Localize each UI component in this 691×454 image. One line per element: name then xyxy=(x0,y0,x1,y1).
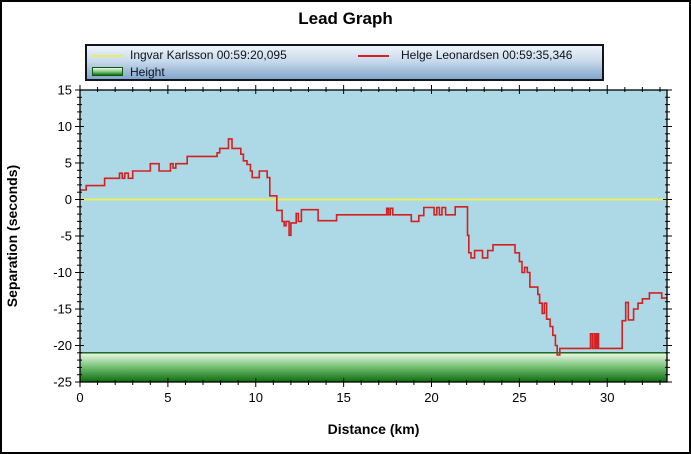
svg-text:0: 0 xyxy=(76,390,83,405)
svg-text:-10: -10 xyxy=(53,265,72,280)
svg-text:10: 10 xyxy=(58,119,72,134)
height-band-swatch xyxy=(92,67,123,76)
height-band xyxy=(80,352,667,382)
svg-text:15: 15 xyxy=(58,83,72,98)
svg-text:-5: -5 xyxy=(60,229,72,244)
legend-label-leonardsen: Helge Leonardsen 00:59:35,346 xyxy=(401,48,573,62)
svg-text:10: 10 xyxy=(249,390,263,405)
leonardsen-step-line xyxy=(80,138,667,356)
svg-text:30: 30 xyxy=(600,390,614,405)
svg-text:-25: -25 xyxy=(53,375,72,390)
svg-text:15: 15 xyxy=(336,390,350,405)
y-axis-title: Separation (seconds) xyxy=(4,164,20,308)
leonardsen-line-swatch xyxy=(358,55,389,57)
plot-area xyxy=(80,90,667,382)
plot-border xyxy=(79,89,668,383)
svg-text:-15: -15 xyxy=(53,302,72,317)
karlsson-line-swatch xyxy=(92,55,123,57)
x-axis-title: Distance (km) xyxy=(327,421,420,437)
svg-text:5: 5 xyxy=(65,156,72,171)
legend: Ingvar Karlsson 00:59:20,095 Helge Leona… xyxy=(85,44,604,81)
tick-labels: 0 5 10 15 20 25 30 15 10 5 0 -5 -10 -15 -20 -25 xyxy=(53,83,614,406)
svg-text:-20: -20 xyxy=(53,338,72,353)
legend-label-height: Height xyxy=(130,65,165,79)
legend-label-karlsson: Ingvar Karlsson 00:59:20,095 xyxy=(130,48,287,62)
svg-text:20: 20 xyxy=(424,390,438,405)
svg-text:25: 25 xyxy=(512,390,526,405)
page-title: Lead Graph xyxy=(298,9,393,28)
svg-text:0: 0 xyxy=(65,192,72,207)
svg-text:5: 5 xyxy=(164,390,171,405)
